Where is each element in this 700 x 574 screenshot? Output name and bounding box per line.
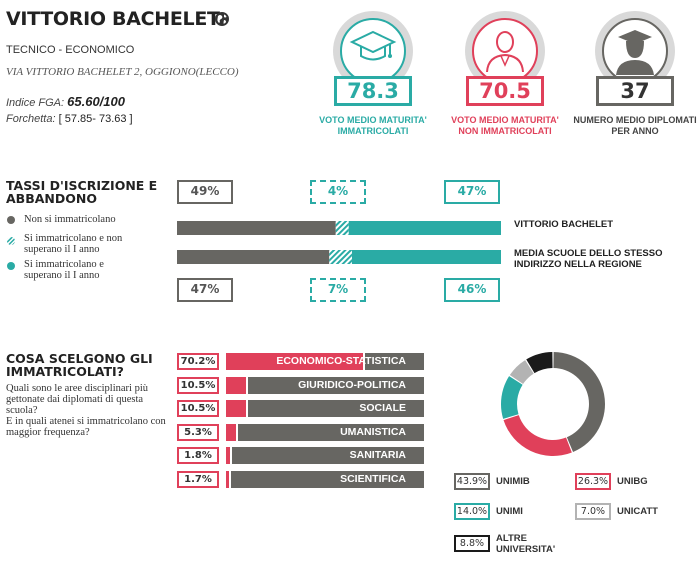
choice-pct: 5.3%: [177, 424, 219, 441]
uni-pct-unibg: 26.3%: [575, 473, 611, 490]
legend-dot-success: [7, 262, 15, 270]
pct-dropout-school: 4%: [310, 180, 366, 204]
uni-pct-unimi: 14.0%: [454, 503, 490, 520]
choice-label: GIURIDICO-POLITICA: [298, 379, 406, 391]
bar-success: [351, 250, 501, 264]
bar-not-enrolled: [177, 221, 336, 235]
fga-index: Indice FGA: 65.60/100: [6, 94, 125, 109]
uni-name-unimib: UNIMIB: [496, 476, 530, 487]
pct-not-enrolled-school: 49%: [177, 180, 233, 204]
school-name: VITTORIO BACHELET: [6, 8, 220, 30]
bar-dropout: [329, 250, 352, 264]
forchetta-value: [ 57.85- 73.63 ]: [58, 113, 133, 125]
pct-success-school: 47%: [444, 180, 500, 204]
choice-bar-fill: [226, 400, 247, 417]
universities-donut: [501, 352, 605, 456]
choice-bar-divider: [246, 400, 249, 417]
choice-bar-divider: [246, 377, 249, 394]
kpi-value-immatricolati: 78.3: [334, 76, 412, 106]
choice-pct: 10.5%: [177, 400, 219, 417]
choices-question-2: E in quali atenei si immatricolano con m…: [6, 416, 166, 438]
kpi-label-diplomati: NUMERO MEDIO DIPLOMATI PER ANNO: [573, 115, 697, 136]
uni-name-unimi: UNIMI: [496, 506, 523, 517]
kpi-label-non-immatricolati: VOTO MEDIO MATURITA' NON IMMATRICOLATI: [451, 115, 559, 136]
choice-label: UMANISTICA: [340, 426, 406, 438]
choice-bar-divider: [229, 471, 232, 488]
choice-label: SANITARIA: [349, 449, 406, 461]
uni-pct-unicatt: 7.0%: [575, 503, 611, 520]
school-address: VIA VITTORIO BACHELET 2, OGGIONO(LECCO): [6, 66, 239, 78]
uni-pct-altre: 8.8%: [454, 535, 490, 552]
choices-title: COSA SCELGONO GLI IMMATRICOLATI?: [6, 351, 153, 379]
choice-label: SCIENTIFICA: [340, 473, 406, 485]
choice-bar: [226, 471, 424, 488]
pct-success-region: 46%: [444, 278, 500, 302]
choice-label: SOCIALE: [359, 402, 406, 414]
choice-bar-fill: [226, 353, 363, 370]
donut-slice: [501, 376, 523, 419]
uni-name-altre: ALTRE UNIVERSITA': [496, 533, 556, 555]
kpi-value-non-immatricolati: 70.5: [466, 76, 544, 106]
donut-slice: [509, 360, 534, 384]
kpi-inner-circle: [602, 18, 668, 84]
choice-pct: 1.7%: [177, 471, 219, 488]
uni-name-unicatt: UNICATT: [617, 506, 658, 517]
choice-bar: [226, 400, 424, 417]
row-label-school: VITTORIO BACHELET: [514, 219, 614, 230]
choice-bar-fill: [226, 471, 230, 488]
choice-bar-divider: [229, 447, 232, 464]
legend-dot-not-enrolled: [7, 216, 15, 224]
choice-bar: [226, 377, 424, 394]
legend-not-enrolled: Non si immatricolano: [24, 214, 116, 225]
school-type: TECNICO - ECONOMICO: [6, 44, 135, 56]
kpi-inner-circle: [340, 18, 406, 84]
choice-pct: 1.8%: [177, 447, 219, 464]
enrollment-title: TASSI D'ISCRIZIONE E ABBANDONO: [6, 178, 158, 206]
choice-label: ECONOMICO-STATISTICA: [276, 355, 406, 367]
kpi-label-immatricolati: VOTO MEDIO MATURITA' IMMATRICOLATI: [319, 115, 427, 136]
donut-slice: [503, 415, 572, 456]
legend-success: Si immatricolano e superano il I anno: [24, 259, 104, 281]
choice-pct: 10.5%: [177, 377, 219, 394]
donut-slice: [526, 352, 553, 374]
pct-dropout-region: 7%: [310, 278, 366, 302]
choice-bar: [226, 447, 424, 464]
choice-bar-fill: [226, 424, 237, 441]
graduate-person-icon: [616, 30, 654, 75]
kpi-value-diplomati: 37: [596, 76, 674, 106]
legend-dropout: Si immatricolano e non superano il I ann…: [24, 233, 123, 255]
choice-bar-fill: [226, 377, 247, 394]
uni-pct-unimib: 43.9%: [454, 473, 490, 490]
bar-not-enrolled: [177, 250, 330, 264]
bar-success: [348, 221, 501, 235]
enrollment-bars: [177, 221, 501, 264]
choice-bar-divider: [362, 353, 365, 370]
globe-icon[interactable]: [214, 11, 230, 27]
forchetta: Forchetta: [ 57.85- 73.63 ]: [6, 113, 133, 125]
donut-slice: [553, 352, 605, 452]
fga-value: 65.60/100: [67, 94, 125, 109]
uni-name-unibg: UNIBG: [617, 476, 648, 487]
choice-pct: 70.2%: [177, 353, 219, 370]
legend-dot-dropout: [7, 237, 15, 245]
kpi-inner-circle: [472, 18, 538, 84]
person-icon: [486, 31, 524, 73]
choices-question: Quali sono le aree disciplinari più gett…: [6, 383, 149, 416]
bar-dropout: [335, 221, 349, 235]
choice-bar: [226, 424, 424, 441]
pct-not-enrolled-region: 47%: [177, 278, 233, 302]
row-label-region: MEDIA SCUOLE DELLO STESSO INDIRIZZO NELL…: [514, 248, 663, 270]
choice-bar-divider: [236, 424, 239, 441]
graduate-cap-icon: [349, 30, 397, 61]
choice-bar-fill: [226, 447, 230, 464]
